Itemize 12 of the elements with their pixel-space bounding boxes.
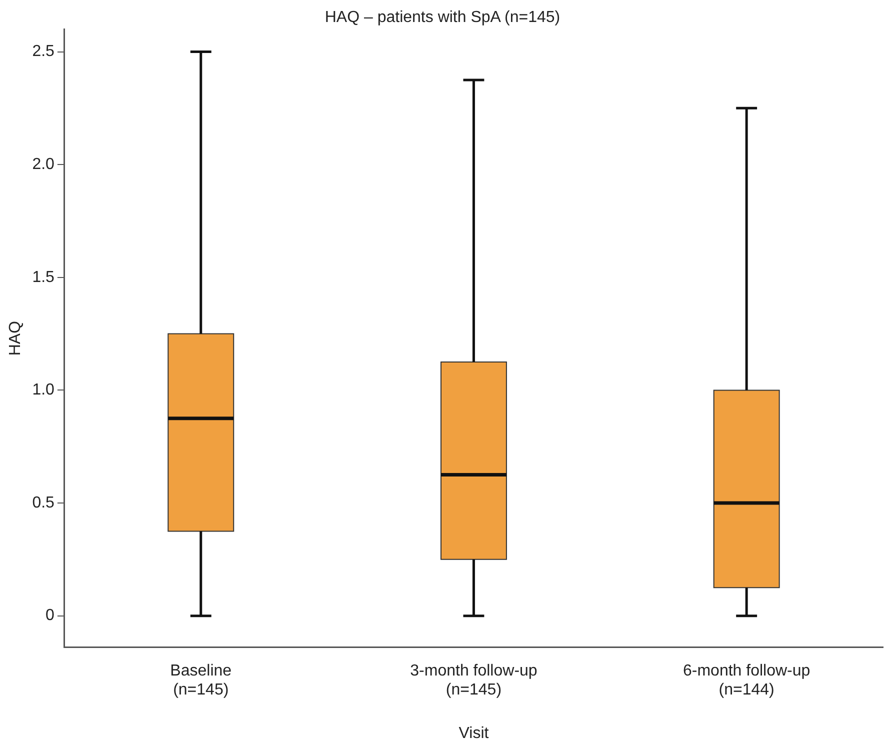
y-axis-title: HAQ [7,320,24,356]
chart-title: HAQ – patients with SpA (n=145) [324,9,560,26]
x-axis-title: Visit [458,724,490,742]
x-tick-label: 3-month follow-up (n=145) [410,662,538,699]
y-tick-label: 2.0 [32,156,55,173]
y-tick-label: 1.0 [32,382,55,399]
y-tick-label: 1.5 [32,268,55,286]
y-tick-label: 2.5 [32,43,55,60]
y-tick-label: 0 [46,607,55,624]
x-tick-label: 6-month follow-up (n=144) [682,662,810,699]
x-tick-label: Baseline (n=145) [170,662,232,699]
y-tick-label: 0.5 [32,494,55,512]
